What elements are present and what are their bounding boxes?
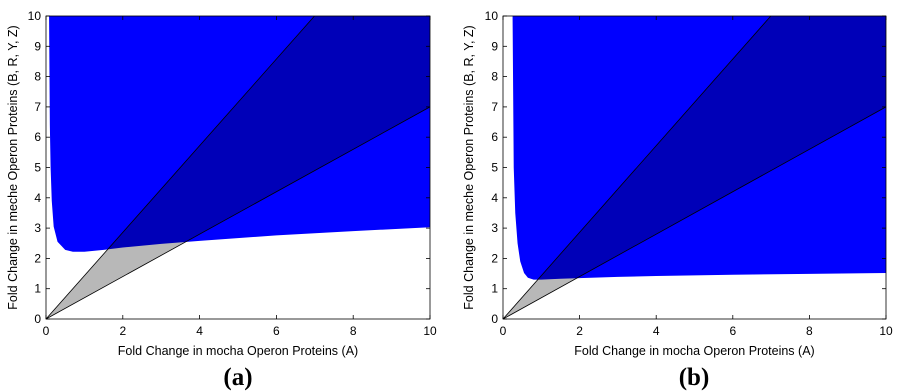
y-tick-label: 9 xyxy=(34,39,41,53)
y-tick-label: 2 xyxy=(491,251,498,265)
y-tick-label: 5 xyxy=(34,161,41,175)
chart-panel-b: 0 2 4 6 8 10 0 1 2 3 4 5 6 7 8 9 10 Fold Change in mocha … xyxy=(462,9,893,391)
y-tick-label: 0 xyxy=(491,312,498,326)
x-tick-label: 8 xyxy=(806,324,813,338)
feasible-region xyxy=(49,16,430,252)
plot-area xyxy=(46,16,430,319)
y-tick-label: 7 xyxy=(491,100,498,114)
y-tick-label: 3 xyxy=(34,221,41,235)
x-tick-label: 8 xyxy=(350,324,357,338)
x-axis-label: Fold Change in mocha Operon Proteins (A) xyxy=(118,344,358,358)
y-tick-label: 6 xyxy=(34,130,41,144)
y-axis-label: Fold Change in meche Operon Proteins (B,… xyxy=(462,25,476,309)
y-tick-label: 5 xyxy=(491,161,498,175)
chart-panel-a: 0 2 4 6 8 10 0 1 2 3 4 5 6 7 8 9 10 Fold Change in mocha … xyxy=(6,9,437,391)
y-tick-label: 8 xyxy=(34,70,41,84)
wedge-region xyxy=(503,16,886,319)
y-tick-label: 4 xyxy=(491,191,498,205)
x-tick-label: 2 xyxy=(576,324,583,338)
y-axis-label: Fold Change in meche Operon Proteins (B,… xyxy=(6,25,20,309)
wedge-upper-line xyxy=(503,16,772,319)
x-tick-label: 6 xyxy=(729,324,736,338)
wedge-upper-line xyxy=(46,16,315,319)
x-axis-label: Fold Change in mocha Operon Proteins (A) xyxy=(574,344,814,358)
feasible-region xyxy=(512,16,886,280)
wedge-lower-line xyxy=(46,106,430,319)
y-tick-label: 3 xyxy=(491,221,498,235)
y-tick-label: 1 xyxy=(34,282,41,296)
x-tick-label: 2 xyxy=(119,324,126,338)
x-tick-label: 10 xyxy=(879,324,893,338)
y-tick-label: 9 xyxy=(491,39,498,53)
panel-label: (b) xyxy=(679,364,710,391)
x-tick-label: 4 xyxy=(196,324,203,338)
x-tick-label: 4 xyxy=(653,324,660,338)
x-tick-label: 6 xyxy=(273,324,280,338)
wedge-region xyxy=(46,16,430,319)
y-tick-label: 1 xyxy=(491,282,498,296)
y-tick-label: 8 xyxy=(491,70,498,84)
panel-label: (a) xyxy=(223,364,252,391)
y-tick-label: 2 xyxy=(34,251,41,265)
plot-area xyxy=(503,16,886,319)
y-tick-label: 0 xyxy=(34,312,41,326)
wedge-lower-line xyxy=(503,106,886,319)
x-tick-label: 10 xyxy=(423,324,437,338)
y-tick-label: 10 xyxy=(28,9,42,23)
x-tick-label: 0 xyxy=(500,324,507,338)
y-tick-label: 10 xyxy=(485,9,499,23)
x-tick-label: 0 xyxy=(43,324,50,338)
y-tick-label: 6 xyxy=(491,130,498,144)
y-tick-label: 7 xyxy=(34,100,41,114)
y-tick-label: 4 xyxy=(34,191,41,205)
